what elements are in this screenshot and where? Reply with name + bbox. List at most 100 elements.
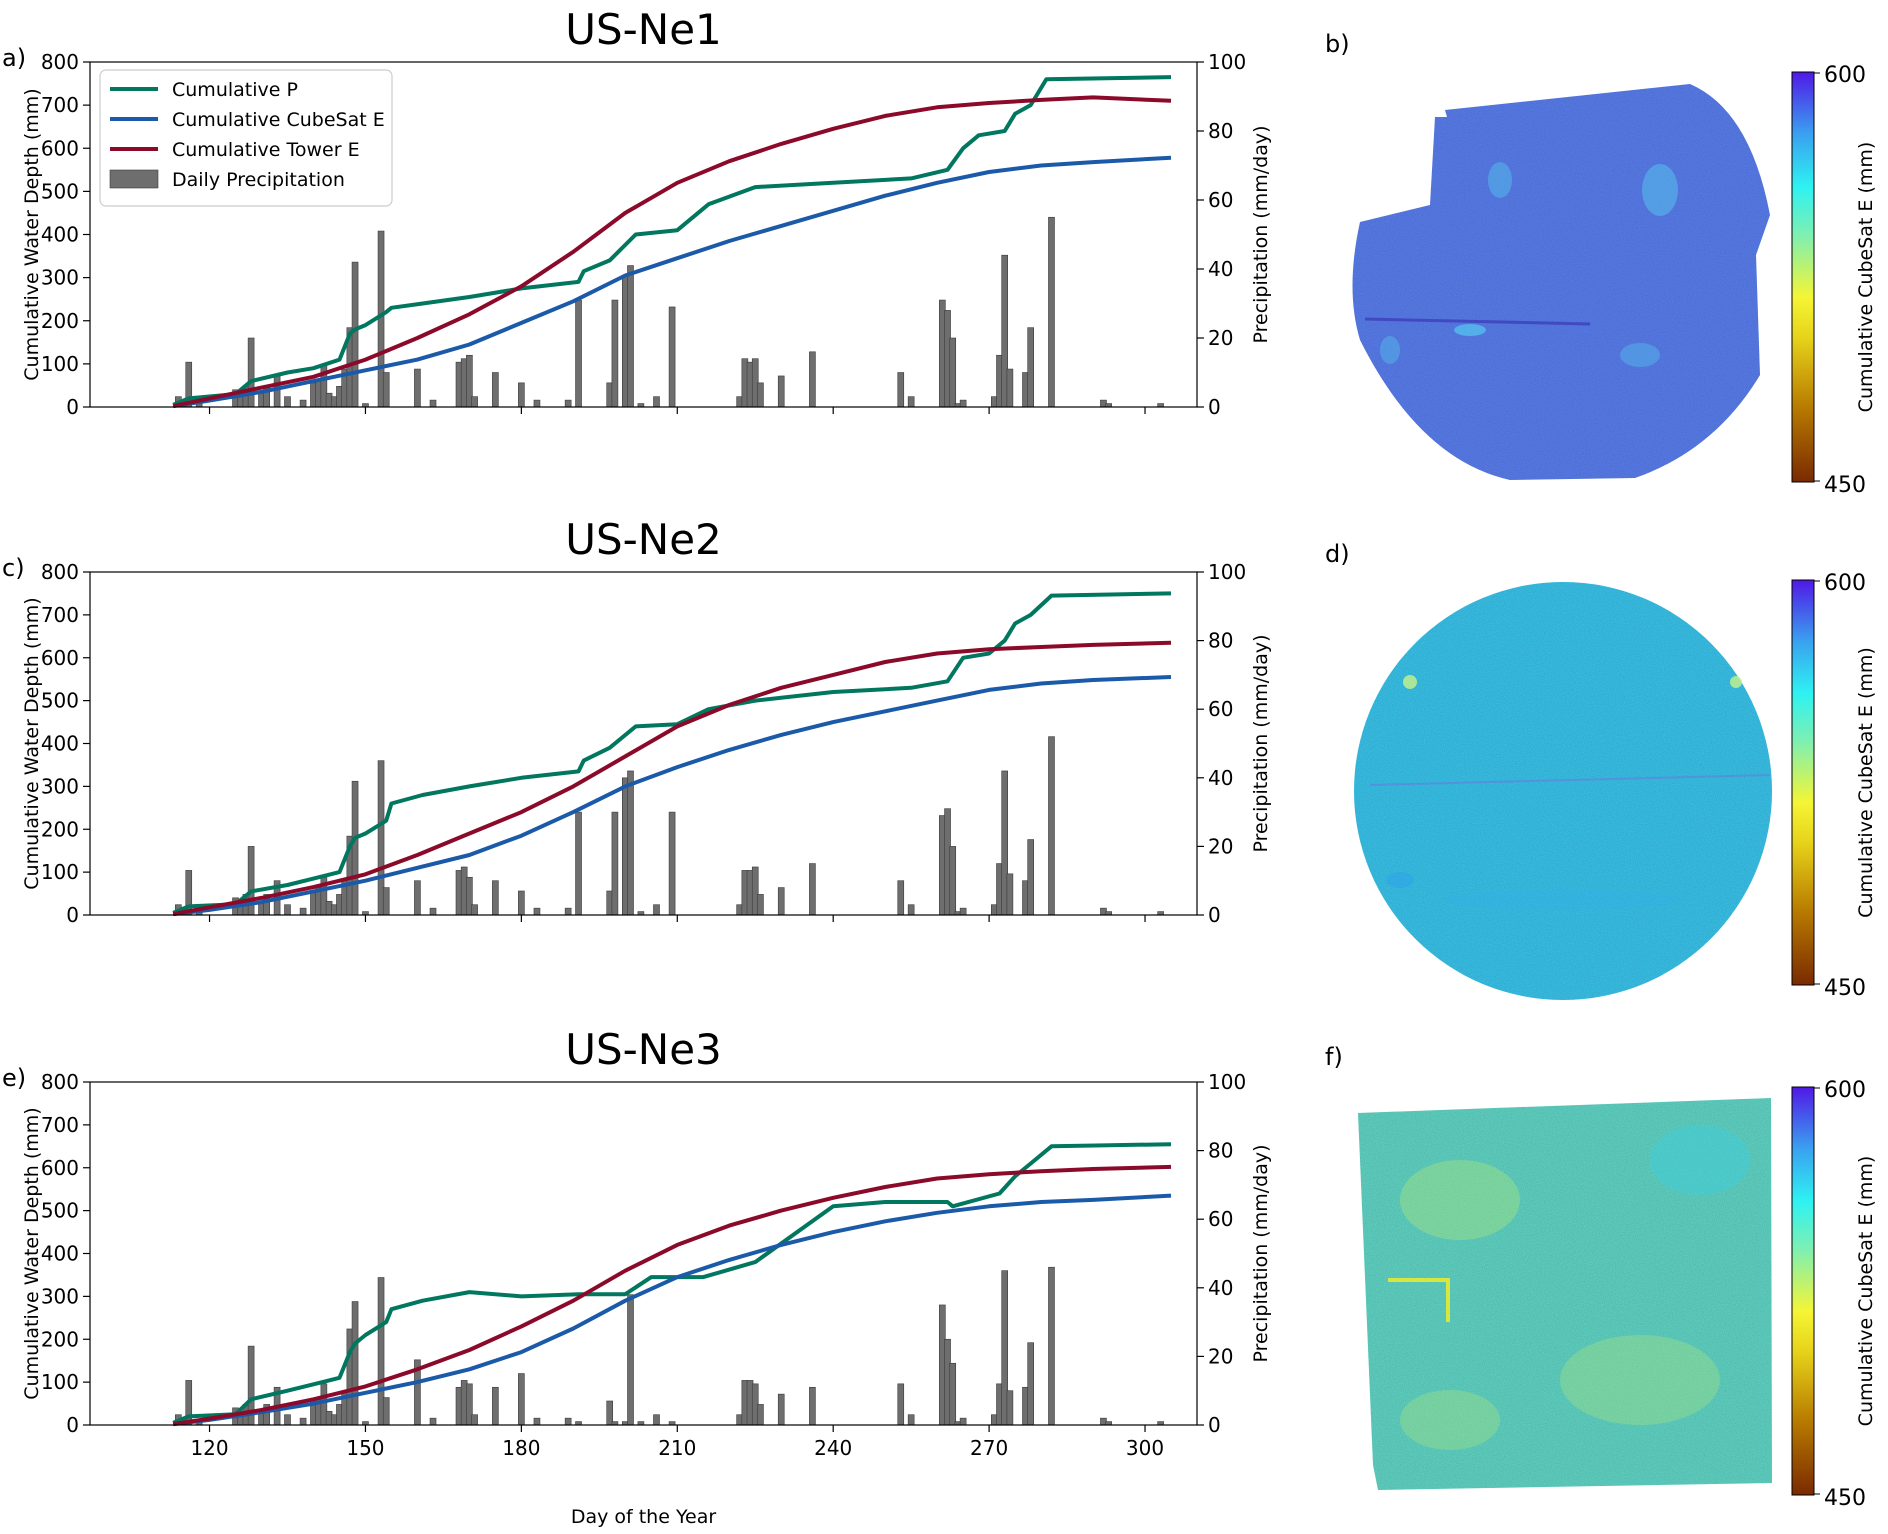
chart-title: US-Ne3 [565,1025,722,1074]
legend-box [99,69,393,207]
precip-bar [777,887,785,916]
precip-bar [959,907,967,916]
precip-bar [382,372,390,408]
precip-bar [809,863,816,916]
precip-bar [907,904,915,916]
colorbar-axis-label: Cumulative CubeSat E (mm) [1855,647,1877,918]
chart-us-ne1: US-Ne1 a) 0 100 200 300 400 500 600 700 800 0 20 40 60… [2,5,1272,419]
precip-bar [1006,368,1014,408]
y-tick-label: 400 [41,223,79,247]
precip-bar [564,399,572,408]
precip-bar [351,780,359,916]
chart-us-ne3: US-Ne3 e) 0 100 200 300 400 500 600 700 800 0 20 40 60… [2,1025,1272,1528]
y2-tick-label: 40 [1208,1276,1233,1300]
map-panel-d: d) [1325,540,1772,1000]
precip-bar [564,1417,572,1426]
y2-tick-label: 20 [1208,834,1233,858]
precip-bar [897,880,905,916]
y2-tick-label: 40 [1208,257,1233,281]
precip-bar [949,846,957,916]
legend-swatch-bar [109,169,159,189]
y-tick-label: 0 [66,903,79,927]
precip-bar [533,399,541,408]
precip-bar [414,880,421,916]
y2-tick-label: 40 [1208,766,1233,790]
precip-bar [382,887,390,916]
y2-axis-label: Precipitation (mm/day) [1250,635,1272,853]
y-tick-label: 100 [41,860,79,884]
precip-bar [907,1414,915,1426]
colorbar-gradient [1791,71,1815,483]
precip-bar [627,265,634,408]
panel-label: a) [2,44,26,72]
colorbar-axis-label: Cumulative CubeSat E (mm) [1855,142,1877,413]
colorbar-min-label: 450 [1824,976,1866,1001]
precip-bar [429,399,437,408]
y2-tick-label: 20 [1208,326,1233,350]
y-tick-label: 300 [41,774,79,798]
colorbar: 600 450 Cumulative CubeSat E (mm) [1791,63,1877,498]
colorbar-max-label: 600 [1824,571,1866,596]
precip-bar [668,306,676,408]
y-tick-label: 600 [41,646,79,670]
chart-us-ne2: US-Ne2 c) 0 100 200 300 400 500 600 700 800 0 20 40 60… [2,515,1272,927]
precip-bar [627,1294,634,1426]
precip-bar [1048,216,1055,408]
y2-tick-label: 80 [1208,629,1233,653]
y-axis-label: Cumulative Water Depth (mm) [21,597,43,889]
series-line-cumulative-cubesat-e [172,1193,1172,1427]
y-tick-label: 0 [66,395,79,419]
precip-bar [284,1414,291,1426]
precip-bar [518,382,525,408]
precip-bar [284,904,291,916]
y-axis-label: Cumulative Water Depth (mm) [21,88,43,380]
y2-tick-label: 20 [1208,1344,1233,1368]
y2-tick-label: 60 [1208,697,1233,721]
y2-tick-label: 80 [1208,1139,1233,1163]
legend: Cumulative P Cumulative CubeSat E Cumulati… [99,69,393,207]
precip-bar [1048,1266,1055,1426]
y-tick-label: 800 [41,50,79,74]
panel-label-d: d) [1325,540,1350,568]
x-axis-label: Day of the Year [571,1506,717,1528]
y-tick-label: 200 [41,817,79,841]
precip-bar [299,907,307,916]
precip-bar [1027,327,1034,408]
chart-title: US-Ne2 [565,515,722,564]
precip-bar [564,907,572,916]
series-line-cumulative-p [172,1142,1172,1425]
precip-bar [627,770,634,916]
legend-entry: Cumulative CubeSat E [172,109,385,131]
x-tick-label: 210 [658,1436,696,1460]
y-tick-label: 500 [41,179,79,203]
colorbar-max-label: 600 [1824,1078,1866,1103]
precip-bar [533,1417,541,1426]
y2-tick-label: 0 [1208,395,1221,419]
y-tick-label: 800 [41,1070,79,1094]
precip-bar [668,811,676,916]
colorbar-gradient [1791,579,1815,986]
precip-bar [777,1393,785,1426]
series-line-cumulative-tower-e [172,1164,1172,1427]
y2-tick-label: 100 [1208,50,1246,74]
y-axis-label: Cumulative Water Depth (mm) [21,1107,43,1399]
field-map-streak [1369,774,1771,786]
precip-bar [653,904,660,916]
series-line-cumulative-p [172,75,1172,407]
series-line-cumulative-tower-e [172,95,1172,409]
y-tick-label: 100 [41,1370,79,1394]
y2-tick-label: 100 [1208,560,1246,584]
precip-bar [492,1386,499,1426]
precip-bar [611,299,619,408]
y-tick-label: 500 [41,689,79,713]
y2-tick-label: 0 [1208,1413,1221,1437]
legend-entry: Cumulative Tower E [172,139,360,161]
map-panel-f: f) [1325,1043,1772,1490]
y2-axis-label: Precipitation (mm/day) [1250,1145,1272,1363]
colorbar-max-label: 600 [1824,63,1866,88]
panel-label: c) [2,554,25,582]
precip-bar [429,907,437,916]
precip-bar [575,811,582,916]
y-tick-label: 600 [41,1156,79,1180]
y-tick-label: 100 [41,352,79,376]
